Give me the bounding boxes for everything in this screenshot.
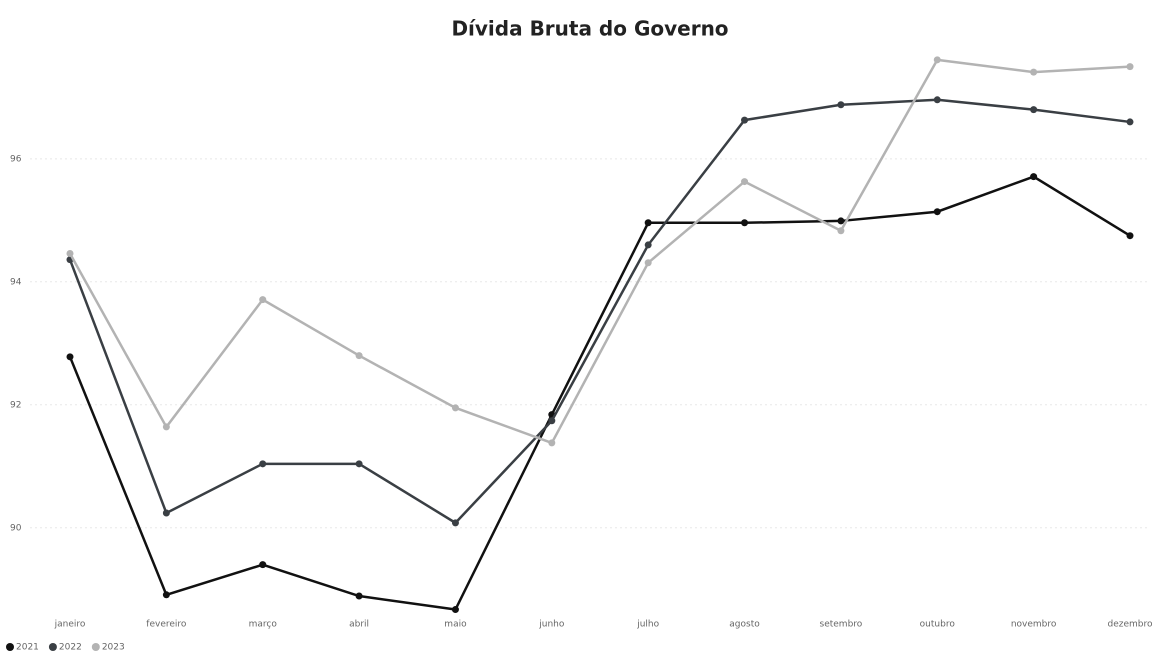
x-tick-label: agosto xyxy=(729,620,760,630)
x-tick-label: outubro xyxy=(920,620,956,630)
point xyxy=(548,417,556,425)
line xyxy=(68,58,1131,445)
x-tick-label: abril xyxy=(349,620,369,630)
point xyxy=(1030,106,1038,114)
legend-swatch xyxy=(6,643,14,651)
point xyxy=(644,241,652,249)
point xyxy=(741,178,749,186)
point xyxy=(66,250,74,258)
x-tick-label: julho xyxy=(636,620,659,630)
point xyxy=(66,353,74,361)
line xyxy=(68,98,1131,525)
point xyxy=(451,606,459,614)
point xyxy=(451,404,459,412)
point xyxy=(644,219,652,227)
point xyxy=(1030,68,1038,76)
point xyxy=(259,561,267,569)
x-tick-label: dezembro xyxy=(1108,620,1153,630)
point xyxy=(933,56,941,64)
point xyxy=(741,116,749,124)
point xyxy=(355,460,363,468)
x-tick-label: maio xyxy=(444,620,467,630)
y-tick-label: 90 xyxy=(10,523,22,533)
x-tick-label: junho xyxy=(538,620,565,630)
y-tick-label: 92 xyxy=(10,400,21,410)
x-tick-label: fevereiro xyxy=(146,620,187,630)
x-tick-label: setembro xyxy=(820,620,863,630)
point xyxy=(1126,63,1134,71)
line xyxy=(68,175,1131,611)
legend-swatch xyxy=(48,643,57,651)
point xyxy=(451,519,459,527)
point xyxy=(1030,173,1038,181)
point xyxy=(162,509,170,517)
legend-swatch xyxy=(91,643,100,651)
y-tick-label: 96 xyxy=(10,154,22,164)
point xyxy=(837,227,845,235)
x-tick-label: janeiro xyxy=(54,620,86,630)
point xyxy=(162,591,170,599)
point xyxy=(644,259,652,267)
x-tick-label: novembro xyxy=(1011,620,1057,630)
point xyxy=(259,460,267,468)
y-tick-label: 94 xyxy=(10,277,22,287)
point xyxy=(355,592,363,600)
point xyxy=(933,96,941,104)
point xyxy=(355,352,363,360)
point xyxy=(548,439,556,447)
chart-title: Dívida Bruta do Governo xyxy=(451,17,728,41)
point xyxy=(1126,118,1134,126)
legend-label: 2021 xyxy=(16,643,39,653)
legend-label: 2023 xyxy=(102,643,125,653)
x-tick-label: março xyxy=(249,620,278,630)
point xyxy=(741,219,749,227)
point xyxy=(837,101,845,109)
legend-label: 2022 xyxy=(59,643,82,653)
point xyxy=(837,217,845,225)
point xyxy=(933,208,941,216)
point xyxy=(259,296,267,304)
point xyxy=(162,423,170,431)
point xyxy=(1126,232,1134,240)
